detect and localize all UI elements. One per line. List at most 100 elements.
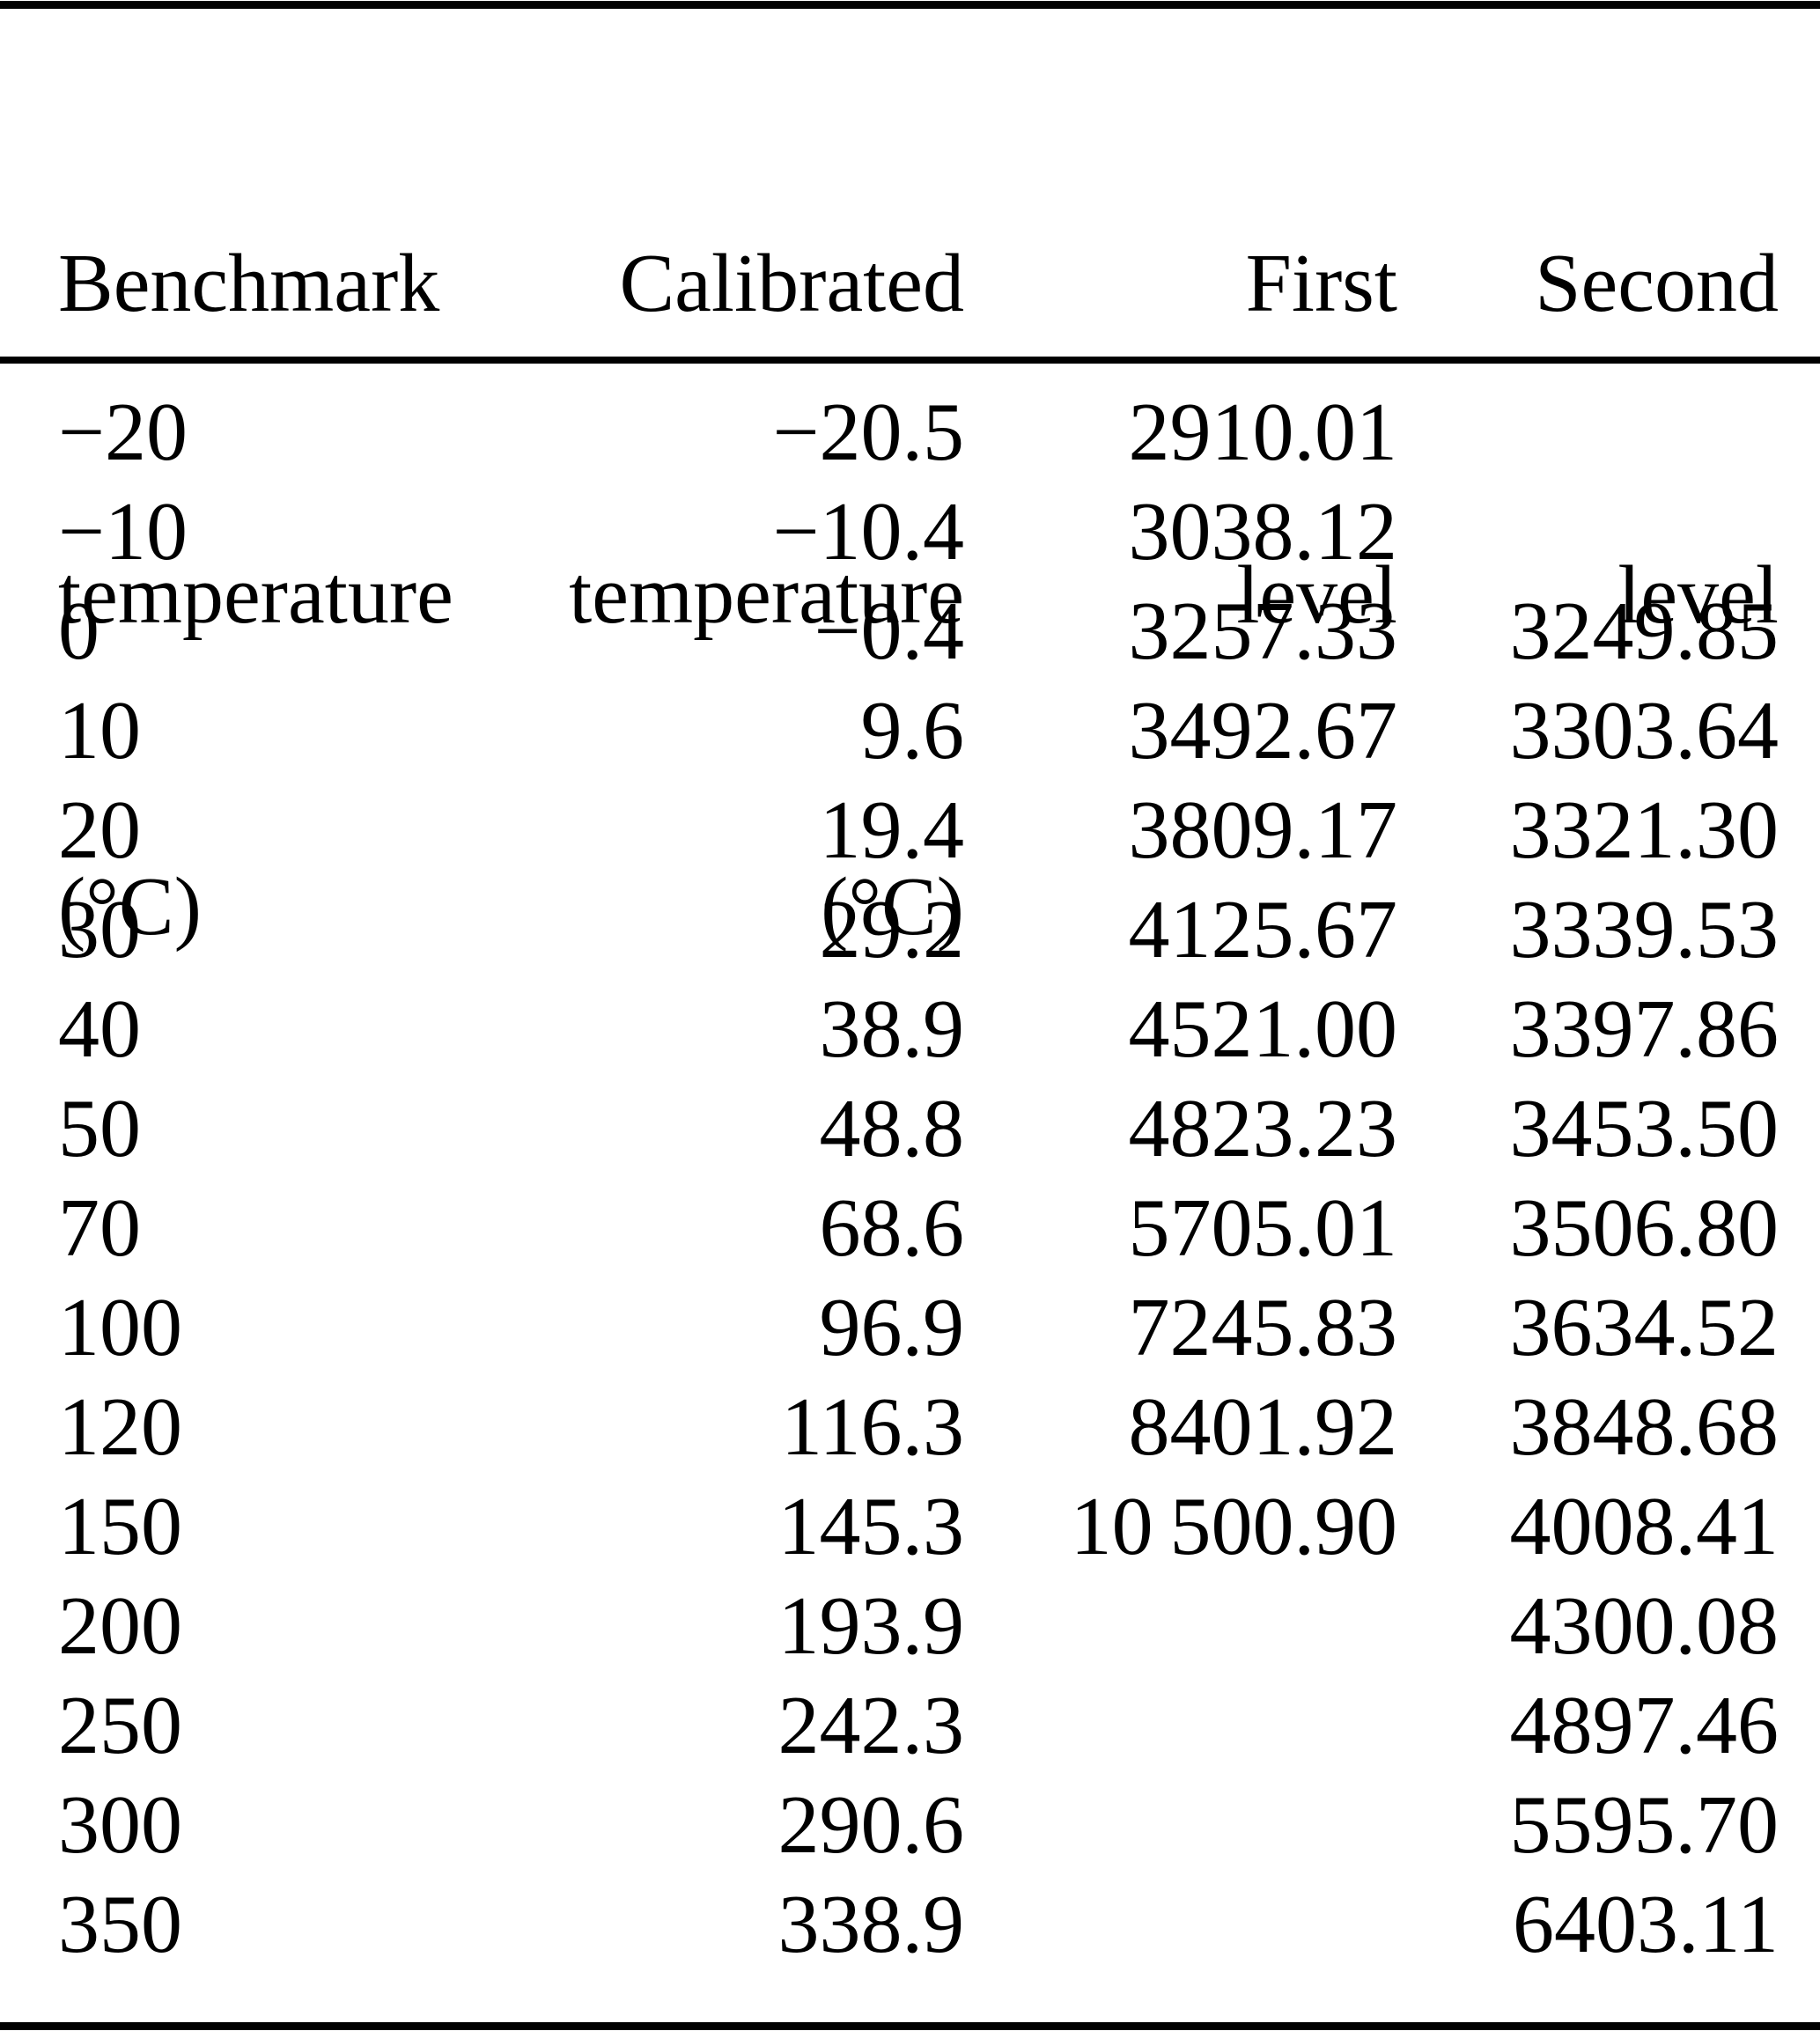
calibrated-temperature-cell: 48.8 bbox=[819, 1083, 965, 1174]
benchmark-temperature-cell: 100 bbox=[58, 1282, 182, 1373]
bottom-rule bbox=[0, 2022, 1820, 2030]
second-level-cell: 3506.80 bbox=[1509, 1182, 1779, 1274]
benchmark-temperature-cell: 40 bbox=[58, 983, 141, 1075]
header-line: temperature bbox=[58, 549, 453, 641]
benchmark-temperature-cell: 10 bbox=[58, 685, 141, 776]
calibrated-temperature-cell: 68.6 bbox=[819, 1182, 965, 1274]
calibrated-temperature-cell: 116.3 bbox=[780, 1381, 964, 1473]
first-level-cell: 8401.92 bbox=[1128, 1381, 1398, 1473]
header-second-level: Second level bbox=[1397, 24, 1779, 1166]
table-body: −20 −20.5 2910.01 −10 −10.4 3038.12 0 −0.4 3257.… bbox=[0, 364, 1820, 1975]
header-rule bbox=[0, 357, 1820, 364]
header-calibrated-temperature: Calibrated temperature (°C) bbox=[484, 24, 964, 1166]
table-row: 350 338.9 6403.11 bbox=[0, 1875, 1820, 1975]
table-row: 0 −0.4 3257.33 3249.85 bbox=[0, 582, 1820, 681]
table-row: 10 9.6 3492.67 3303.64 bbox=[0, 681, 1820, 781]
second-level-cell: 3249.85 bbox=[1509, 585, 1779, 677]
second-level-cell: 3397.86 bbox=[1509, 983, 1779, 1075]
benchmark-temperature-cell: 120 bbox=[58, 1381, 182, 1473]
first-level-cell: 5705.01 bbox=[1128, 1182, 1398, 1274]
table-row: 40 38.9 4521.00 3397.86 bbox=[0, 980, 1820, 1079]
table-row: 50 48.8 4823.23 3453.50 bbox=[0, 1079, 1820, 1179]
table-row: −10 −10.4 3038.12 bbox=[0, 482, 1820, 582]
second-level-cell: 3634.52 bbox=[1509, 1282, 1779, 1373]
benchmark-temperature-cell: 300 bbox=[58, 1779, 182, 1871]
benchmark-temperature-cell: 250 bbox=[58, 1680, 182, 1771]
table-header: Benchmark temperature (°C) Calibrated te… bbox=[0, 9, 1820, 1166]
table-row: −20 −20.5 2910.01 bbox=[0, 383, 1820, 482]
first-level-cell bbox=[964, 1676, 1397, 1776]
table-row: 20 19.4 3809.17 3321.30 bbox=[0, 781, 1820, 880]
calibrated-temperature-cell: 38.9 bbox=[819, 983, 965, 1075]
benchmark-temperature-cell: −10 bbox=[58, 486, 188, 578]
header-line: (°C) bbox=[58, 861, 202, 953]
table-row: 150 145.3 10 500.90 4008.41 bbox=[0, 1477, 1820, 1577]
second-level-cell: 4897.46 bbox=[1509, 1680, 1779, 1771]
header-line: temperature bbox=[569, 549, 964, 641]
second-level-cell: 3339.53 bbox=[1509, 884, 1779, 975]
table-row: 30 29.2 4125.67 3339.53 bbox=[0, 880, 1820, 980]
second-level-cell: 3848.68 bbox=[1509, 1381, 1779, 1473]
calibrated-temperature-cell: 242.3 bbox=[777, 1680, 965, 1771]
table-row: 200 193.9 4300.08 bbox=[0, 1577, 1820, 1676]
calibrated-temperature-cell: 193.9 bbox=[777, 1580, 965, 1672]
header-first-level: First level bbox=[964, 24, 1397, 1166]
first-level-cell bbox=[964, 1875, 1397, 1975]
calibrated-temperature-cell: −20.5 bbox=[772, 386, 964, 478]
calibrated-temperature-cell: 19.4 bbox=[819, 784, 965, 876]
header-line: (°C) bbox=[821, 861, 964, 953]
header-line: Calibrated bbox=[619, 238, 964, 329]
header-line: Second bbox=[1535, 238, 1779, 329]
calibrated-temperature-cell: 338.9 bbox=[777, 1879, 965, 1970]
first-level-cell bbox=[964, 1577, 1397, 1676]
first-level-cell: 4823.23 bbox=[1128, 1083, 1398, 1174]
benchmark-temperature-cell: 50 bbox=[58, 1083, 141, 1174]
benchmark-temperature-cell: 0 bbox=[58, 585, 99, 677]
calibrated-temperature-cell: 145.3 bbox=[777, 1481, 965, 1572]
second-level-cell: 4008.41 bbox=[1509, 1481, 1779, 1572]
table-row: 100 96.9 7245.83 3634.52 bbox=[0, 1278, 1820, 1378]
table-row: 250 242.3 4897.46 bbox=[0, 1676, 1820, 1776]
second-level-cell: 6403.11 bbox=[1512, 1879, 1779, 1970]
header-line: level bbox=[1617, 549, 1779, 641]
header-benchmark-temperature: Benchmark temperature (°C) bbox=[0, 24, 484, 1166]
benchmark-temperature-cell: 70 bbox=[58, 1182, 141, 1274]
second-level-cell: 3303.64 bbox=[1509, 685, 1779, 776]
first-level-cell: 3492.67 bbox=[1128, 685, 1398, 776]
calibrated-temperature-cell: −0.4 bbox=[814, 585, 964, 677]
header-line: First bbox=[1245, 238, 1397, 329]
benchmark-temperature-cell: 20 bbox=[58, 784, 141, 876]
benchmark-temperature-cell: 200 bbox=[58, 1580, 182, 1672]
second-level-cell: 3453.50 bbox=[1509, 1083, 1779, 1174]
table-row: 300 290.6 5595.70 bbox=[0, 1776, 1820, 1875]
benchmark-temperature-cell: 30 bbox=[58, 884, 141, 975]
first-level-cell bbox=[964, 1776, 1397, 1875]
first-level-cell: 7245.83 bbox=[1128, 1282, 1398, 1373]
second-level-cell: 5595.70 bbox=[1509, 1779, 1779, 1871]
benchmark-temperature-cell: 350 bbox=[58, 1879, 182, 1970]
second-level-cell: 4300.08 bbox=[1509, 1580, 1779, 1672]
header-line: Benchmark bbox=[58, 238, 440, 329]
first-level-cell: 3038.12 bbox=[1128, 486, 1398, 578]
benchmark-temperature-cell: −20 bbox=[58, 386, 188, 478]
table-row: 70 68.6 5705.01 3506.80 bbox=[0, 1179, 1820, 1278]
calibrated-temperature-cell: 9.6 bbox=[860, 685, 965, 776]
second-level-cell bbox=[1397, 482, 1779, 582]
second-level-cell bbox=[1397, 383, 1779, 482]
first-level-cell: 3257.33 bbox=[1128, 585, 1398, 677]
calibrated-temperature-cell: 96.9 bbox=[819, 1282, 965, 1373]
second-level-cell: 3321.30 bbox=[1509, 784, 1779, 876]
first-level-cell: 4125.67 bbox=[1128, 884, 1398, 975]
benchmark-temperature-cell: 150 bbox=[58, 1481, 182, 1572]
first-level-cell: 10 500.90 bbox=[1070, 1481, 1397, 1572]
calibrated-temperature-cell: −10.4 bbox=[772, 486, 964, 578]
table-row: 120 116.3 8401.92 3848.68 bbox=[0, 1378, 1820, 1477]
first-level-cell: 3809.17 bbox=[1128, 784, 1398, 876]
first-level-cell: 4521.00 bbox=[1128, 983, 1398, 1075]
calibrated-temperature-cell: 29.2 bbox=[819, 884, 965, 975]
top-rule bbox=[0, 1, 1820, 9]
calibrated-temperature-cell: 290.6 bbox=[777, 1779, 965, 1871]
header-line: level bbox=[1236, 549, 1397, 641]
first-level-cell: 2910.01 bbox=[1128, 386, 1398, 478]
